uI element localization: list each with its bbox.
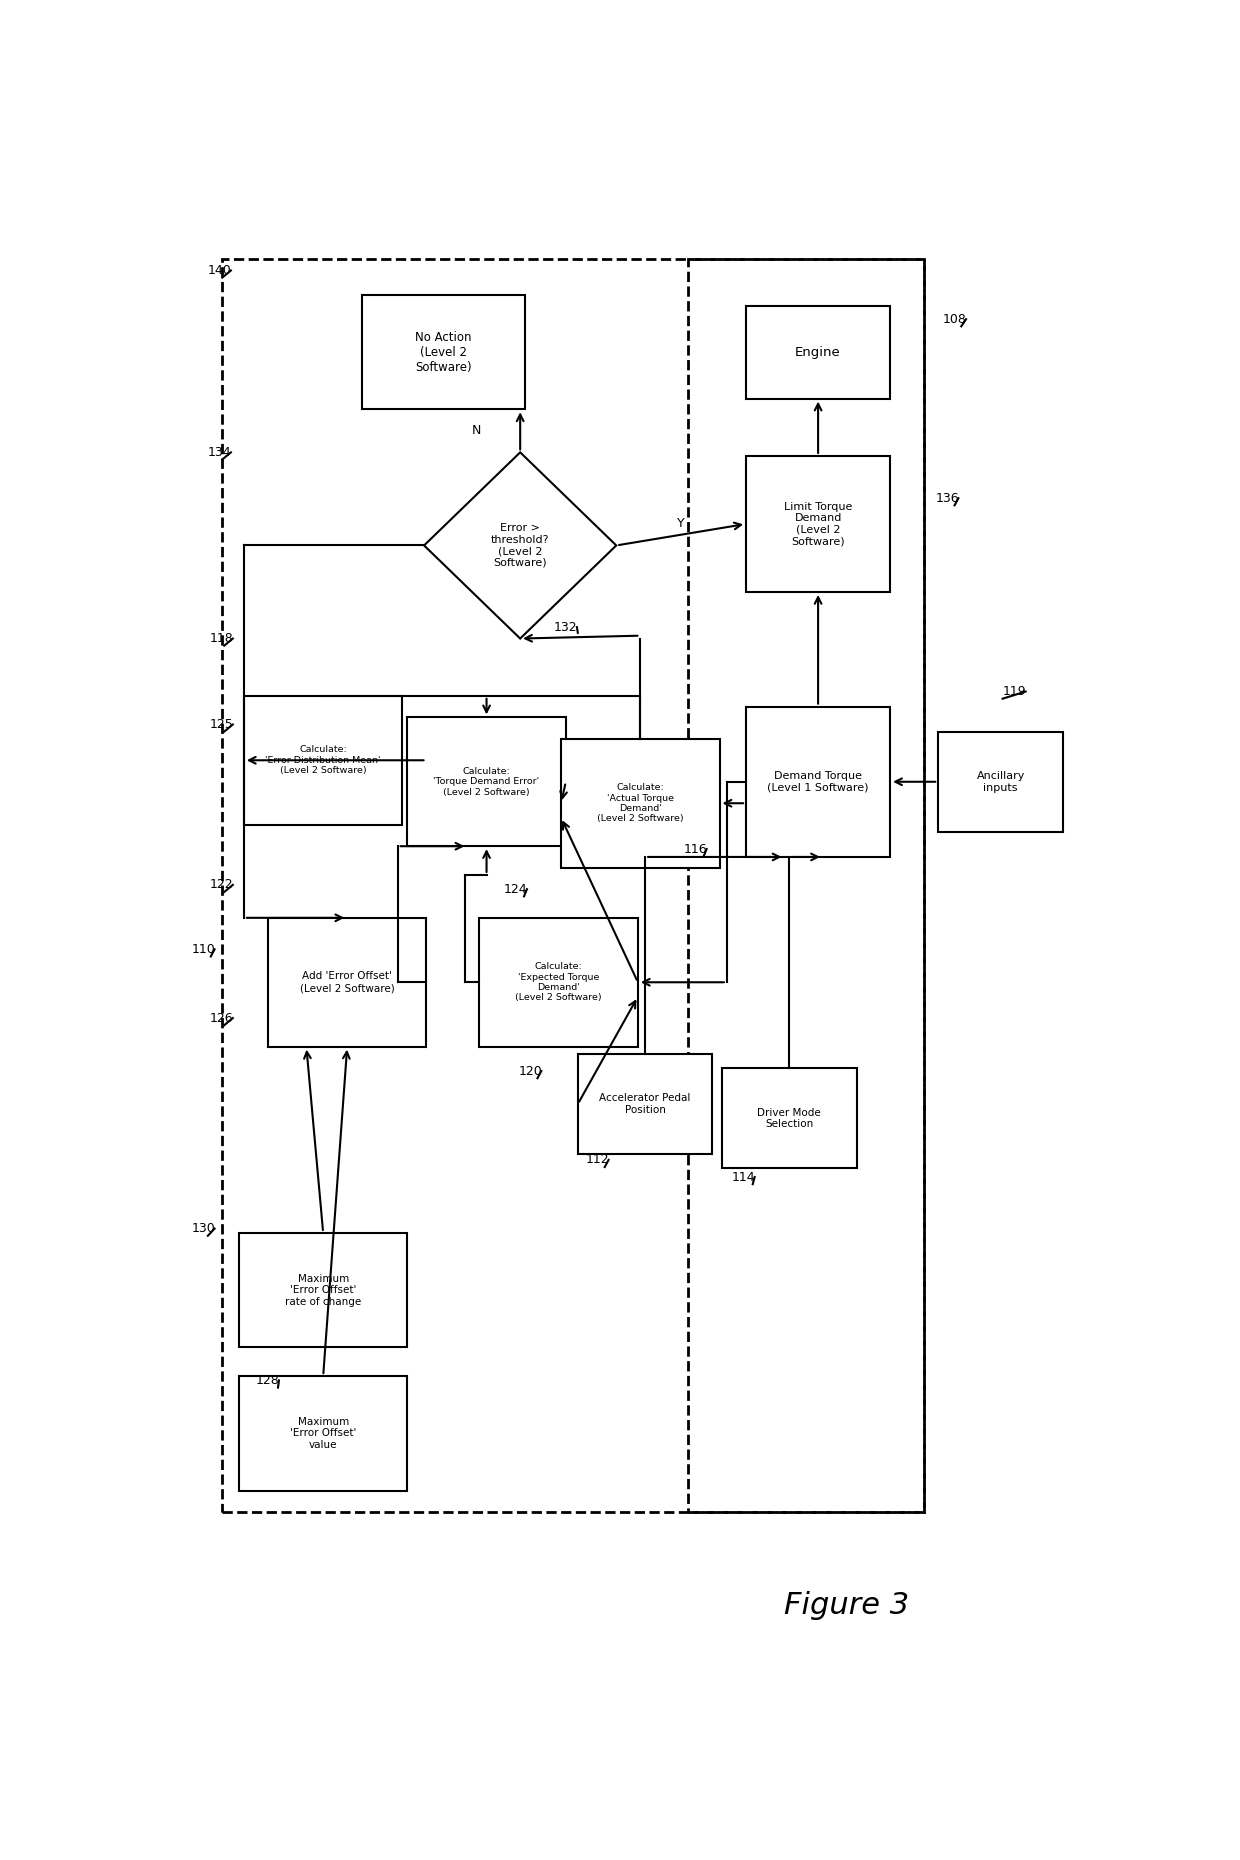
Text: Maximum
'Error Offset'
value: Maximum 'Error Offset' value [290,1417,356,1451]
Text: Calculate:
'Torque Demand Error'
(Level 2 Software): Calculate: 'Torque Demand Error' (Level … [434,766,539,796]
Text: Calculate:
'Expected Torque
Demand'
(Level 2 Software): Calculate: 'Expected Torque Demand' (Lev… [516,962,601,1003]
FancyBboxPatch shape [746,456,890,591]
FancyBboxPatch shape [239,1233,407,1347]
Text: Maximum
'Error Offset'
rate of change: Maximum 'Error Offset' rate of change [285,1274,361,1308]
FancyBboxPatch shape [407,718,565,846]
FancyBboxPatch shape [722,1068,857,1168]
FancyBboxPatch shape [239,1376,407,1490]
Text: Ancillary
inputs: Ancillary inputs [976,770,1025,792]
Text: 120: 120 [518,1064,542,1077]
Text: Calculate:
'Error Distribution Mean'
(Level 2 Software): Calculate: 'Error Distribution Mean' (Le… [265,746,381,776]
Text: Driver Mode
Selection: Driver Mode Selection [758,1107,821,1129]
Text: Calculate:
'Actual Torque
Demand'
(Level 2 Software): Calculate: 'Actual Torque Demand' (Level… [596,783,683,824]
Text: Demand Torque
(Level 1 Software): Demand Torque (Level 1 Software) [768,770,869,792]
FancyBboxPatch shape [746,707,890,857]
Text: 125: 125 [210,718,233,731]
Text: 116: 116 [683,843,707,856]
Text: Engine: Engine [795,346,841,359]
Text: Error >
threshold?
(Level 2
Software): Error > threshold? (Level 2 Software) [491,523,549,567]
FancyBboxPatch shape [746,305,890,398]
Text: Accelerator Pedal
Position: Accelerator Pedal Position [599,1094,691,1114]
Text: 128: 128 [255,1375,280,1388]
Text: No Action
(Level 2
Software): No Action (Level 2 Software) [415,331,471,374]
Text: 119: 119 [1003,684,1027,698]
Text: 114: 114 [732,1170,755,1183]
Text: 124: 124 [503,884,527,897]
Text: 126: 126 [210,1012,233,1025]
FancyBboxPatch shape [480,917,637,1047]
Text: 134: 134 [208,446,232,459]
Text: N: N [472,424,481,437]
Text: 108: 108 [942,312,967,326]
Text: 140: 140 [208,264,232,277]
Text: Figure 3: Figure 3 [785,1590,909,1620]
Text: 132: 132 [554,621,578,634]
FancyBboxPatch shape [939,731,1063,831]
Text: 136: 136 [935,491,959,504]
Text: Limit Torque
Demand
(Level 2
Software): Limit Torque Demand (Level 2 Software) [784,502,852,547]
FancyBboxPatch shape [560,738,719,867]
Text: 112: 112 [585,1153,609,1166]
FancyBboxPatch shape [244,696,403,824]
Text: 110: 110 [191,943,216,956]
Text: Y: Y [677,517,684,530]
FancyBboxPatch shape [362,296,525,409]
FancyBboxPatch shape [268,917,427,1047]
Text: Add 'Error Offset'
(Level 2 Software): Add 'Error Offset' (Level 2 Software) [300,971,394,993]
Text: 118: 118 [210,632,233,645]
FancyBboxPatch shape [578,1055,713,1153]
Text: 130: 130 [191,1222,216,1235]
Polygon shape [424,452,616,638]
Text: 122: 122 [210,878,233,891]
